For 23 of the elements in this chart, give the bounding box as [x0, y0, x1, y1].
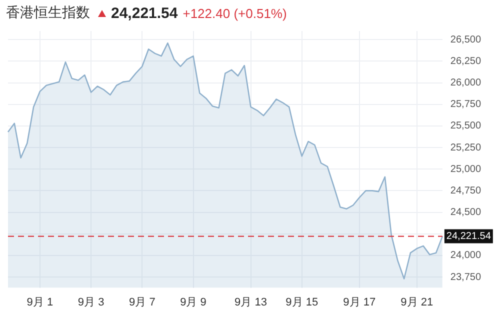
x-tick-label: 9月 3 — [78, 296, 104, 308]
y-tick-label: 26,500 — [450, 34, 482, 46]
chart-title: 香港恒生指数 — [6, 4, 90, 22]
x-tick-label: 9月 7 — [129, 296, 156, 308]
y-tick-label: 24,750 — [450, 185, 482, 196]
y-tick-label: 24,500 — [450, 207, 482, 218]
x-tick-label: 9月 17 — [343, 296, 376, 308]
chart-subtitle: 24,221.54 — [111, 4, 178, 22]
y-tick-label: 25,000 — [450, 164, 482, 175]
y-tick-label: 23,750 — [450, 272, 482, 283]
x-tick-label: 9月 9 — [180, 296, 206, 308]
y-tick-label: 26,250 — [450, 56, 482, 67]
ref-line-label: 24,221.54 — [446, 231, 492, 242]
x-tick-label: 9月 15 — [286, 296, 318, 308]
y-tick-label: 25,250 — [450, 142, 482, 154]
y-tick-label: 25,750 — [450, 99, 482, 110]
y-tick-label: 26,000 — [450, 78, 482, 89]
x-tick-label: 9月 21 — [400, 296, 434, 308]
x-tick-label: 9月 13 — [234, 296, 267, 308]
y-tick-label: 24,000 — [450, 250, 482, 262]
text: +122.40 (+0.51%) — [182, 6, 287, 20]
y-tick-label: 25,500 — [450, 120, 482, 132]
x-tick-label: 9月 1 — [26, 296, 54, 308]
